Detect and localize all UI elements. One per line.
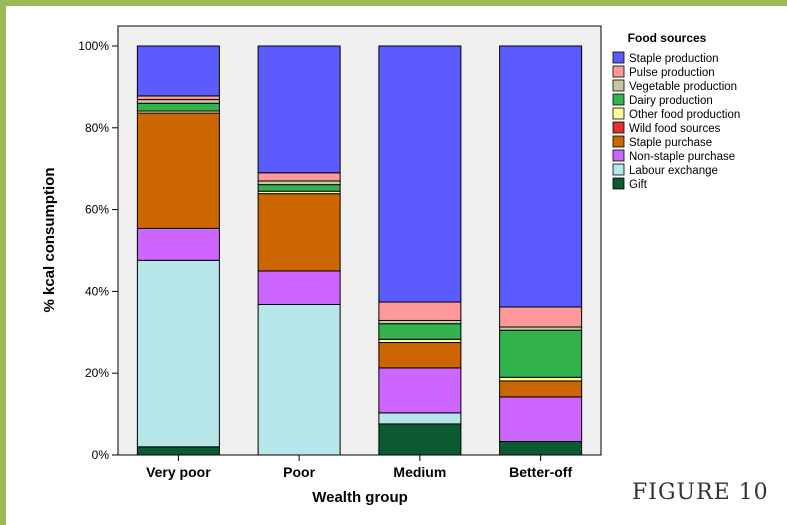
- bar-segment: [136, 95, 220, 101]
- y-tick-label: 0%: [92, 448, 110, 462]
- legend: Food sources Staple production Pulse prod…: [612, 31, 740, 191]
- x-tick-label: Better-off: [509, 464, 572, 480]
- legend-label: Other food production: [629, 109, 740, 121]
- bar-segment: [499, 306, 583, 328]
- bars-group: [136, 45, 583, 456]
- legend-swatch: [612, 135, 625, 148]
- y-tick-label: 80%: [85, 121, 109, 135]
- legend-label: Dairy production: [629, 95, 713, 107]
- x-tick-label: Poor: [283, 464, 315, 480]
- x-tick-label: Medium: [393, 464, 446, 480]
- legend-swatch: [612, 93, 625, 106]
- y-tick-label: 40%: [85, 284, 109, 298]
- y-axis-title: % kcal consumption: [41, 167, 58, 312]
- bar-segment: [378, 367, 462, 414]
- bar-segment: [257, 270, 341, 305]
- legend-label: Labour exchange: [629, 165, 718, 177]
- legend-swatch: [612, 121, 625, 134]
- bar-segment: [499, 45, 583, 308]
- y-axis: 0% 20% 40% 60% 80% 100%: [78, 39, 118, 462]
- bar-segment: [378, 423, 462, 456]
- legend-title: Food sources: [628, 31, 707, 45]
- y-tick-label: 60%: [85, 203, 109, 217]
- bar-segment: [257, 303, 341, 456]
- figure-label: FIGURE 10: [632, 480, 769, 505]
- legend-label: Pulse production: [629, 67, 715, 79]
- bar-segment: [378, 323, 462, 340]
- bar-segment: [499, 380, 583, 398]
- bar-segment: [499, 441, 583, 456]
- legend-swatch: [612, 79, 625, 92]
- legend-label: Gift: [629, 179, 648, 191]
- legend-swatch: [612, 51, 625, 64]
- x-tick-label: Very poor: [146, 464, 211, 480]
- legend-label: Non-staple purchase: [629, 151, 735, 163]
- legend-swatch: [612, 177, 625, 190]
- legend-label: Staple purchase: [629, 137, 712, 149]
- legend-swatch: [612, 107, 625, 120]
- bar-segment: [136, 227, 220, 261]
- y-tick-label: 20%: [85, 366, 109, 380]
- bar-segment: [378, 342, 462, 369]
- bar-segment: [257, 193, 341, 272]
- bar-segment: [378, 301, 462, 321]
- bar-segment: [499, 396, 583, 443]
- legend-label: Wild food sources: [629, 123, 721, 135]
- bar-segment: [257, 172, 341, 182]
- bar-segment: [499, 376, 583, 382]
- legend-swatch: [612, 65, 625, 78]
- frame-border-top: [0, 0, 787, 6]
- bar-segment: [136, 112, 220, 229]
- bar-segment: [136, 446, 220, 456]
- bar-segment: [136, 259, 220, 448]
- x-axis: Very poor Poor Medium Better-off: [146, 455, 572, 480]
- bar-segment: [136, 45, 220, 97]
- bar-segment: [136, 99, 220, 104]
- bar-segment: [136, 102, 220, 112]
- bar-segment: [378, 412, 462, 425]
- frame-border-left: [0, 0, 6, 525]
- legend-label: Staple production: [629, 53, 719, 65]
- bar-segment: [257, 45, 341, 174]
- legend-swatch: [612, 149, 625, 162]
- bar-segment: [499, 329, 583, 378]
- x-axis-title: Wealth group: [312, 489, 408, 506]
- bar-segment: [257, 184, 341, 192]
- legend-label: Vegetable production: [629, 81, 737, 93]
- bar-segment: [257, 180, 341, 186]
- bar-segment: [378, 45, 462, 303]
- legend-swatch: [612, 163, 625, 176]
- y-tick-label: 100%: [78, 39, 109, 53]
